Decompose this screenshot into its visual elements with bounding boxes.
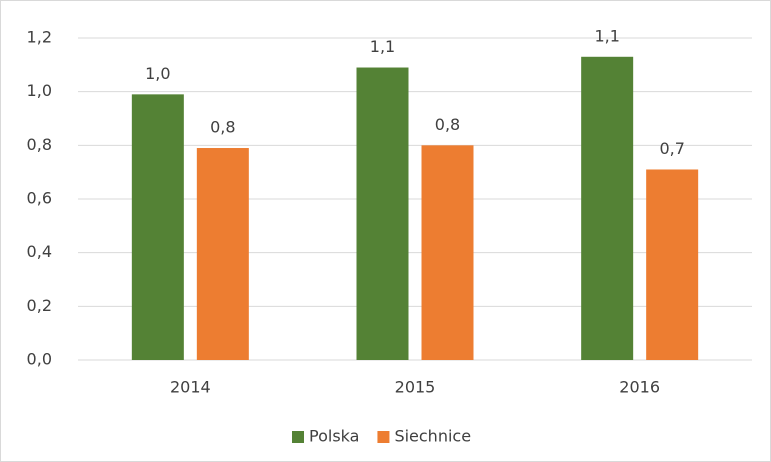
x-tick-label: 2016 xyxy=(619,378,660,397)
bar xyxy=(421,145,474,360)
y-tick-label: 0,4 xyxy=(27,242,52,261)
bar xyxy=(581,56,634,361)
data-label: 1,1 xyxy=(594,26,619,45)
y-tick-label: 0,8 xyxy=(27,135,52,154)
y-tick-label: 1,2 xyxy=(27,28,52,47)
data-label: 0,8 xyxy=(435,115,460,134)
y-tick-label: 0,0 xyxy=(27,350,52,369)
data-label: 1,0 xyxy=(145,64,170,83)
legend-swatch xyxy=(292,431,304,443)
x-tick-label: 2014 xyxy=(170,378,211,397)
data-label: 0,7 xyxy=(659,139,684,158)
y-tick-label: 1,0 xyxy=(27,81,52,100)
bar xyxy=(646,169,699,360)
bar xyxy=(196,148,249,360)
legend-label: Siechnice xyxy=(394,427,471,446)
legend-swatch xyxy=(377,431,390,443)
bar xyxy=(356,67,409,361)
legend-label: Polska xyxy=(309,427,359,446)
y-tick-label: 0,6 xyxy=(27,189,52,208)
bar xyxy=(131,94,184,360)
data-label: 0,8 xyxy=(210,118,235,137)
y-tick-label: 0,2 xyxy=(27,296,52,315)
data-label: 1,1 xyxy=(370,37,395,56)
x-tick-label: 2015 xyxy=(395,378,436,397)
